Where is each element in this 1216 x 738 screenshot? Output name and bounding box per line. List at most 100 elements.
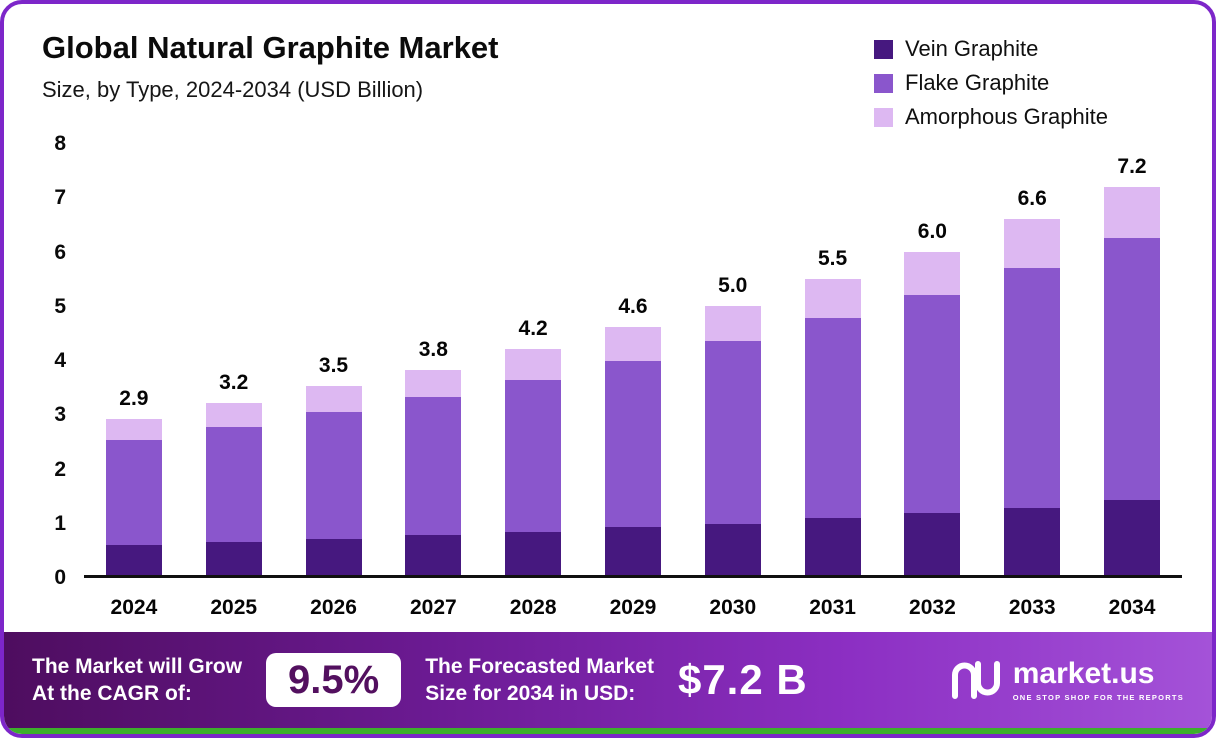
bar-total-label: 2.9 xyxy=(119,386,149,410)
legend-item-vein-graphite[interactable]: Vein Graphite xyxy=(874,36,1108,62)
legend-item-amorphous-graphite[interactable]: Amorphous Graphite xyxy=(874,104,1108,130)
segment-amorphous-graphite[interactable] xyxy=(904,251,961,295)
bar-stack[interactable] xyxy=(604,144,661,575)
x-axis-label: 2030 xyxy=(709,596,757,619)
cagr-value-badge: 9.5% xyxy=(266,653,402,707)
legend-label: Amorphous Graphite xyxy=(905,104,1108,129)
segment-amorphous-graphite[interactable] xyxy=(305,386,362,413)
bar-column: 5.5 xyxy=(783,144,883,575)
x-axis-label: 2026 xyxy=(310,596,357,619)
bar-column: 6.6 xyxy=(982,144,1082,575)
brand-text: market.us ONE STOP SHOP FOR THE REPORTS xyxy=(1012,656,1184,702)
segment-flake-graphite[interactable] xyxy=(1104,238,1161,500)
x-axis-label: 2032 xyxy=(909,596,956,619)
x-axis-label: 2034 xyxy=(1108,596,1156,619)
legend-swatch xyxy=(874,39,893,59)
bar-column: 5.0 xyxy=(683,144,783,575)
legend-label: Flake Graphite xyxy=(905,70,1050,95)
segment-vein-graphite[interactable] xyxy=(305,538,362,575)
bar-column: 6.0 xyxy=(883,144,983,575)
segment-amorphous-graphite[interactable] xyxy=(1104,187,1161,239)
segment-flake-graphite[interactable] xyxy=(405,397,462,535)
segment-flake-graphite[interactable] xyxy=(505,379,562,532)
title-block: Global Natural Graphite Market Size, by … xyxy=(42,30,499,103)
segment-amorphous-graphite[interactable] xyxy=(505,348,562,380)
segment-flake-graphite[interactable] xyxy=(804,318,861,519)
header: Global Natural Graphite Market Size, by … xyxy=(4,4,1212,132)
segment-vein-graphite[interactable] xyxy=(405,534,462,575)
bar-total-label: 6.6 xyxy=(1017,187,1047,211)
bottom-accent-strip xyxy=(4,728,1212,734)
segment-amorphous-graphite[interactable] xyxy=(405,370,462,398)
bar-stack[interactable] xyxy=(804,144,861,575)
bar-total-label: 3.2 xyxy=(219,370,249,394)
bar-column: 2.9 xyxy=(84,144,184,575)
segment-amorphous-graphite[interactable] xyxy=(105,418,162,441)
bar-stack[interactable] xyxy=(1104,144,1161,575)
x-axis-label: 2029 xyxy=(609,596,657,619)
segment-vein-graphite[interactable] xyxy=(505,531,562,575)
bar-stack[interactable] xyxy=(405,144,462,575)
bar-stack[interactable] xyxy=(305,144,362,575)
legend: Vein Graphite Flake Graphite Amorphous G… xyxy=(874,30,1108,130)
bar-total-label: 3.5 xyxy=(318,354,349,378)
segment-amorphous-graphite[interactable] xyxy=(604,327,661,361)
chart-subtitle: Size, by Type, 2024-2034 (USD Billion) xyxy=(42,77,424,102)
segment-vein-graphite[interactable] xyxy=(105,545,162,575)
x-axis-label: 2027 xyxy=(409,596,457,619)
bar-stack[interactable] xyxy=(904,144,961,575)
segment-amorphous-graphite[interactable] xyxy=(704,305,761,341)
x-axis-label: 2024 xyxy=(110,596,158,619)
x-axis-labels: 2024 2025 2026 2027 2028 2029 2030 2031 2032 2033… xyxy=(84,578,1182,632)
bar-total-label: 6.0 xyxy=(917,219,947,243)
segment-flake-graphite[interactable] xyxy=(904,294,961,514)
brand-block[interactable]: market.us ONE STOP SHOP FOR THE REPORTS xyxy=(949,658,1184,702)
legend-swatch xyxy=(874,107,893,127)
segment-vein-graphite[interactable] xyxy=(1104,499,1161,575)
bar-stack[interactable] xyxy=(1004,144,1061,575)
brand-name: market.us xyxy=(1012,656,1155,690)
forecast-label-line2: Size for 2034 in USD: xyxy=(425,682,636,705)
segment-flake-graphite[interactable] xyxy=(704,340,761,524)
plot-area: 2.9 3.2 3.5 3.8 4.2 4.6 5.0 5.5 6.0 6.6 7.2 xyxy=(84,144,1182,578)
segment-flake-graphite[interactable] xyxy=(205,426,262,542)
chart-title: Global Natural Graphite Market xyxy=(42,30,499,65)
segment-amorphous-graphite[interactable] xyxy=(1004,219,1061,268)
segment-flake-graphite[interactable] xyxy=(604,360,661,527)
x-axis-label: 2033 xyxy=(1008,596,1056,619)
legend-item-flake-graphite[interactable]: Flake Graphite xyxy=(874,70,1108,96)
forecast-value: $7.2 B xyxy=(677,656,808,703)
bar-total-label: 3.8 xyxy=(418,338,448,362)
x-axis-label: 2028 xyxy=(509,596,557,619)
x-axis-label: 2031 xyxy=(809,596,856,619)
bar-column: 3.8 xyxy=(383,144,483,575)
segment-amorphous-graphite[interactable] xyxy=(804,278,861,319)
forecast-label-line1: The Forecasted Market xyxy=(425,654,654,678)
segment-vein-graphite[interactable] xyxy=(704,523,761,575)
segment-vein-graphite[interactable] xyxy=(205,541,262,575)
x-axis-spacer xyxy=(28,578,84,632)
segment-flake-graphite[interactable] xyxy=(105,440,162,546)
bar-stack[interactable] xyxy=(505,144,562,575)
segment-vein-graphite[interactable] xyxy=(804,518,861,575)
cagr-label: The Market will Grow At the CAGR of: xyxy=(32,653,242,708)
segment-flake-graphite[interactable] xyxy=(305,412,362,539)
bar-column: 4.6 xyxy=(583,144,683,575)
cagr-label-line2: At the CAGR of: xyxy=(32,682,192,705)
bar-total-label: 7.2 xyxy=(1117,155,1147,179)
bar-stack[interactable] xyxy=(105,144,162,575)
bar-stack[interactable] xyxy=(704,144,761,575)
segment-amorphous-graphite[interactable] xyxy=(205,402,262,427)
legend-label: Vein Graphite xyxy=(905,36,1039,61)
bar-total-label: 4.6 xyxy=(618,295,648,319)
bar-stack[interactable] xyxy=(205,144,262,575)
bar-column: 4.2 xyxy=(483,144,583,575)
legend-swatch xyxy=(874,73,893,93)
segment-vein-graphite[interactable] xyxy=(904,513,961,575)
segment-flake-graphite[interactable] xyxy=(1004,267,1061,508)
bar-total-label: 5.5 xyxy=(817,246,848,270)
segment-vein-graphite[interactable] xyxy=(1004,507,1061,575)
segment-vein-graphite[interactable] xyxy=(604,526,661,575)
